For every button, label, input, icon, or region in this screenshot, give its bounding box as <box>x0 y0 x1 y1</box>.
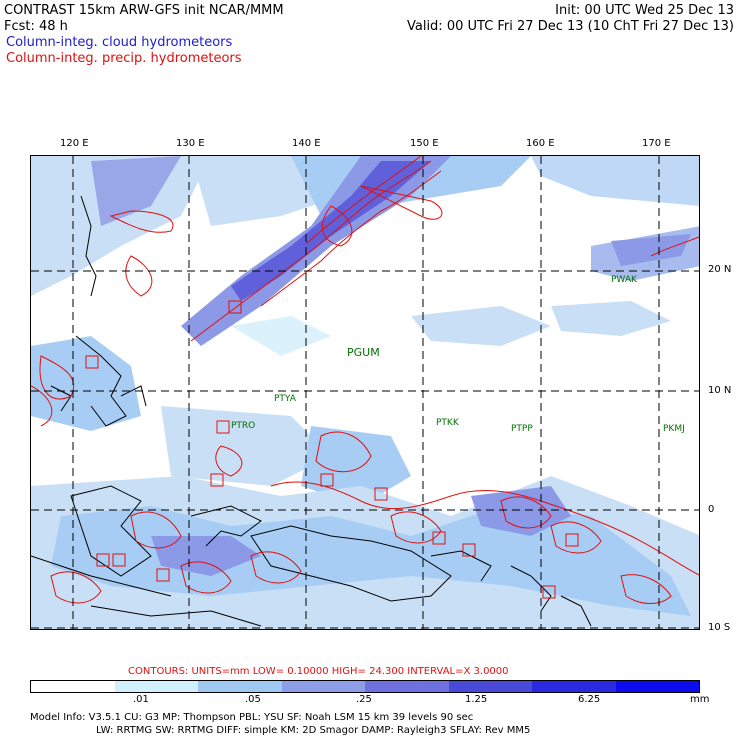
map-panel: PGUM PTYA PTRO PTKK PTPP PKMJ PWAK <box>30 155 700 630</box>
max-markers <box>85 300 579 599</box>
colorbar-seg-2 <box>198 681 282 692</box>
colorbar <box>30 680 700 693</box>
precip-contours <box>31 156 699 604</box>
init-time: Init: 00 UTC Wed 25 Dec 13 <box>555 3 734 18</box>
lon-label-130: 130 E <box>176 138 205 149</box>
map-title: CONTRAST 15km ARW-GFS init NCAR/MMM <box>4 3 284 18</box>
station-pwak: PWAK <box>611 275 637 285</box>
coastlines <box>31 195 592 627</box>
station-ptya: PTYA <box>274 394 296 404</box>
lon-label-170: 170 E <box>642 138 671 149</box>
colorbar-seg-0 <box>31 681 115 692</box>
colorbar-seg-7 <box>615 681 699 692</box>
cloud-shading <box>31 156 699 629</box>
colorbar-seg-1 <box>114 681 198 692</box>
legend-cloud-label: Column-integ. cloud hydrometeors <box>6 35 233 50</box>
model-info-line2: LW: RRTMG SW: RRTMG DIFF: simple KM: 2D … <box>96 725 531 736</box>
colorbar-seg-3 <box>281 681 365 692</box>
forecast-hour: Fcst: 48 h <box>4 19 68 34</box>
lon-label-150: 150 E <box>410 138 439 149</box>
contour-info: CONTOURS: UNITS=mm LOW= 0.10000 HIGH= 24… <box>128 666 509 677</box>
colorbar-label-05: .05 <box>245 694 261 705</box>
lon-label-140: 140 E <box>292 138 321 149</box>
lat-label-10s: 10 S <box>708 622 731 633</box>
colorbar-label-01: .01 <box>133 694 149 705</box>
station-ptro: PTRO <box>231 421 256 431</box>
legend-precip-label: Column-integ. precip. hydrometeors <box>6 51 242 66</box>
colorbar-seg-4 <box>365 681 449 692</box>
lat-label-20n: 20 N <box>708 264 732 275</box>
colorbar-seg-5 <box>448 681 532 692</box>
lat-label-0: 0 <box>708 504 715 515</box>
map-field-svg <box>31 156 699 629</box>
lat-label-10n: 10 N <box>708 385 732 396</box>
lon-label-160: 160 E <box>526 138 555 149</box>
station-ptkk: PTKK <box>436 418 459 428</box>
colorbar-label-25: .25 <box>356 694 372 705</box>
lon-label-120: 120 E <box>60 138 89 149</box>
colorbar-seg-6 <box>532 681 616 692</box>
valid-time: Valid: 00 UTC Fri 27 Dec 13 (10 ChT Fri … <box>406 19 734 34</box>
colorbar-label-625: 6.25 <box>578 694 601 705</box>
lat-lon-grid <box>31 156 699 629</box>
model-info-line1: Model Info: V3.5.1 CU: G3 MP: Thompson P… <box>30 712 474 723</box>
station-pkmj: PKMJ <box>663 424 685 434</box>
station-pgum: PGUM <box>347 346 380 359</box>
colorbar-unit: mm <box>690 694 710 705</box>
colorbar-label-125: 1.25 <box>465 694 488 705</box>
station-ptpp: PTPP <box>511 424 533 434</box>
